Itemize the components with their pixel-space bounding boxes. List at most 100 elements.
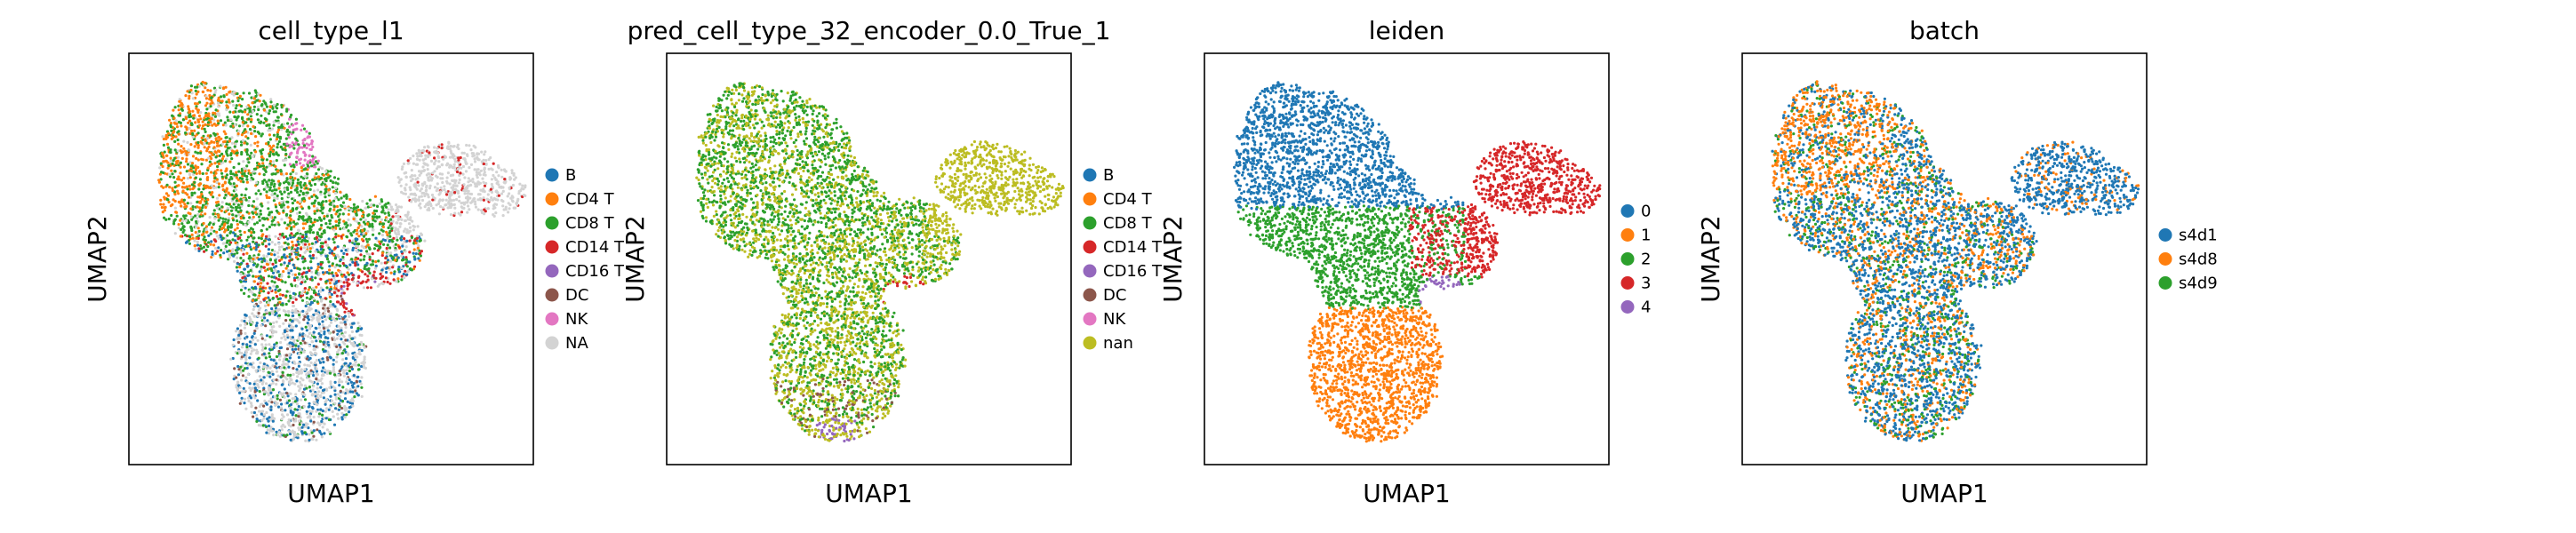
scatter-point — [427, 203, 430, 207]
scatter-point — [241, 249, 244, 252]
scatter-point — [267, 386, 270, 390]
scatter-point — [308, 414, 312, 418]
scatter-point — [262, 99, 266, 103]
scatter-point — [307, 266, 310, 270]
scatter-point — [300, 166, 303, 170]
scatter-point — [262, 298, 266, 301]
scatter-point — [425, 149, 428, 153]
scatter-point — [462, 203, 467, 206]
scatter-point — [285, 347, 290, 351]
scatter-point — [168, 118, 172, 122]
scatter-point — [309, 419, 313, 423]
scatter-point — [256, 338, 260, 342]
scatter-point — [342, 246, 346, 250]
scatter-point — [420, 195, 423, 198]
scatter-point — [314, 195, 318, 198]
scatter-point — [456, 189, 460, 193]
scatter-point — [485, 197, 489, 201]
scatter-point — [287, 299, 291, 303]
scatter-point — [328, 209, 332, 212]
scatter-point — [240, 220, 244, 225]
scatter-point — [340, 411, 344, 415]
scatter-point — [270, 219, 274, 223]
scatter-point — [301, 309, 305, 313]
scatter-point — [260, 337, 264, 340]
scatter-point — [264, 244, 268, 248]
scatter-point — [179, 235, 182, 238]
scatter-point — [256, 105, 260, 109]
scatter-point — [226, 206, 229, 210]
scatter-point — [311, 155, 315, 158]
scatter-point — [300, 123, 305, 127]
scatter-point — [279, 145, 283, 149]
scatter-point — [213, 162, 217, 165]
scatter-point — [404, 269, 407, 273]
scatter-point — [440, 163, 444, 166]
scatter-point — [274, 243, 277, 246]
scatter-point — [307, 160, 310, 163]
scatter-point — [251, 218, 254, 221]
scatter-point — [304, 325, 308, 329]
scatter-point — [260, 265, 263, 268]
scatter-point — [271, 372, 275, 376]
scatter-point — [268, 355, 272, 359]
scatter-point — [362, 246, 366, 250]
scatter-point — [268, 259, 272, 262]
scatter-point — [356, 344, 359, 347]
scatter-point — [270, 401, 274, 404]
scatter-point — [264, 142, 268, 146]
scatter-point — [162, 203, 165, 206]
scatter-point — [267, 252, 270, 256]
scatter-point — [232, 165, 236, 170]
scatter-point — [269, 215, 273, 219]
scatter-point — [292, 338, 296, 342]
scatter-point — [320, 391, 324, 394]
scatter-point — [284, 409, 287, 412]
scatter-point — [173, 232, 177, 235]
scatter-point — [216, 141, 220, 145]
scatter-point — [276, 194, 279, 198]
scatter-point — [257, 243, 260, 247]
scatter-point — [321, 288, 324, 292]
scatter-point — [305, 310, 308, 314]
scatter-point — [355, 330, 358, 333]
scatter-point — [375, 215, 379, 219]
scatter-point — [261, 286, 265, 290]
scatter-point — [193, 191, 196, 195]
scatter-point — [256, 399, 260, 402]
scatter-point — [265, 410, 268, 415]
scatter-point — [315, 370, 319, 373]
scatter-point — [308, 196, 311, 200]
scatter-point — [248, 382, 252, 386]
scatter-point — [334, 181, 338, 185]
scatter-point — [295, 155, 299, 160]
scatter-point — [338, 384, 341, 387]
scatter-point — [226, 115, 229, 119]
scatter-point — [307, 405, 310, 409]
scatter-point — [294, 344, 298, 347]
scatter-point — [314, 250, 317, 253]
scatter-point — [316, 175, 321, 179]
scatter-point — [220, 175, 224, 179]
scatter-point — [362, 220, 365, 224]
scatter-point — [315, 339, 318, 343]
scatter-point — [316, 209, 319, 212]
scatter-point — [323, 231, 326, 235]
scatter-point — [180, 156, 184, 160]
scatter-point — [288, 420, 292, 424]
scatter-point — [253, 314, 257, 318]
scatter-point — [334, 219, 338, 223]
scatter-point — [247, 117, 251, 121]
scatter-point — [359, 327, 363, 330]
scatter-point — [297, 405, 300, 409]
scatter-point — [310, 142, 314, 146]
scatter-point — [217, 246, 220, 250]
scatter-point — [233, 228, 237, 232]
scatter-point — [262, 173, 266, 177]
scatter-point — [229, 118, 233, 122]
scatter-point — [338, 334, 341, 338]
scatter-point — [188, 110, 191, 115]
scatter-point — [272, 199, 276, 203]
scatter-point — [223, 247, 227, 251]
